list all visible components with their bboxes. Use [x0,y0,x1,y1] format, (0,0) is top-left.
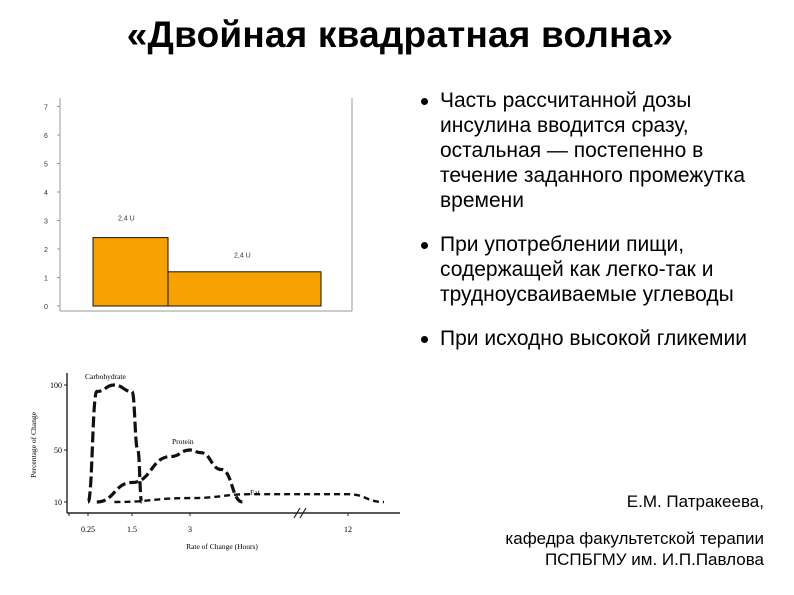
bullet-text: Часть рассчитанной дозы инсулина вводитс… [440,89,745,212]
slide-title: «Двойная квадратная волна» [126,14,674,55]
dual-square-wave-chart: 0 1 2 3 4 5 6 7 2,4 U 2,4 U [44,98,353,312]
author-name: Е.М. Патракеева, [626,492,764,511]
y-tick-label: 100 [50,381,62,390]
y-tick-label: 50 [54,446,62,455]
series-line [96,448,244,504]
bar-data-label: 2,4 U [234,253,251,260]
x-axis-label: Rate of Change (Hours) [186,542,258,551]
y-tick-label: 10 [54,498,62,507]
bullet-item: При употреблении пищи, содержащей как ле… [415,232,785,307]
bullet-item: При исходно высокой гликемии [415,326,785,351]
bar-segment [167,271,322,307]
y-tick-label: 1 [44,276,48,283]
x-tick-label: 12 [344,525,352,534]
y-tick-label: 7 [44,105,48,112]
bullet-dot-icon [421,336,428,343]
bullet-item: Часть рассчитанной дозы инсулина вводитс… [415,88,785,213]
bullet-list: Часть рассчитанной дозы инсулина вводитс… [415,88,785,370]
y-tick-label: 0 [44,304,48,311]
department-line: кафедра факультетской терапии [505,529,764,548]
y-tick-label: 5 [44,162,48,169]
axis-break [293,507,301,519]
y-tick-label: 3 [44,219,48,226]
y-tick-label: 4 [44,190,48,197]
series-line [86,383,144,504]
y-tick-label: 6 [44,133,48,140]
series-label: Carbohydrate [85,372,126,381]
bullet-text: При употреблении пищи, содержащей как ле… [440,233,734,306]
x-tick-label: 0.25 [81,525,95,534]
bullet-text: При исходно высокой гликемии [440,327,747,350]
x-tick-label: 3 [188,525,192,534]
department: кафедра факультетской терапии ПСПБГМУ им… [505,528,764,570]
series-line [114,492,385,504]
bullet-dot-icon [421,242,428,249]
series-label: Fat [250,488,261,497]
y-axis-label: Percentage of Change [29,411,38,477]
department-line: ПСПБГМУ им. И.П.Павлова [544,550,764,569]
y-tick-label: 2 [44,247,48,254]
bar-segment [92,237,169,307]
bar-data-label: 2,4 U [118,216,135,223]
axis-break [299,507,307,519]
series-label: Protein [172,437,194,446]
bullet-dot-icon [421,98,428,105]
absorption-rate-chart: 10 50 100 0.25 1.5 3 12 Rate of Change (Hours) P… [29,372,400,551]
x-tick-label: 1.5 [127,525,137,534]
